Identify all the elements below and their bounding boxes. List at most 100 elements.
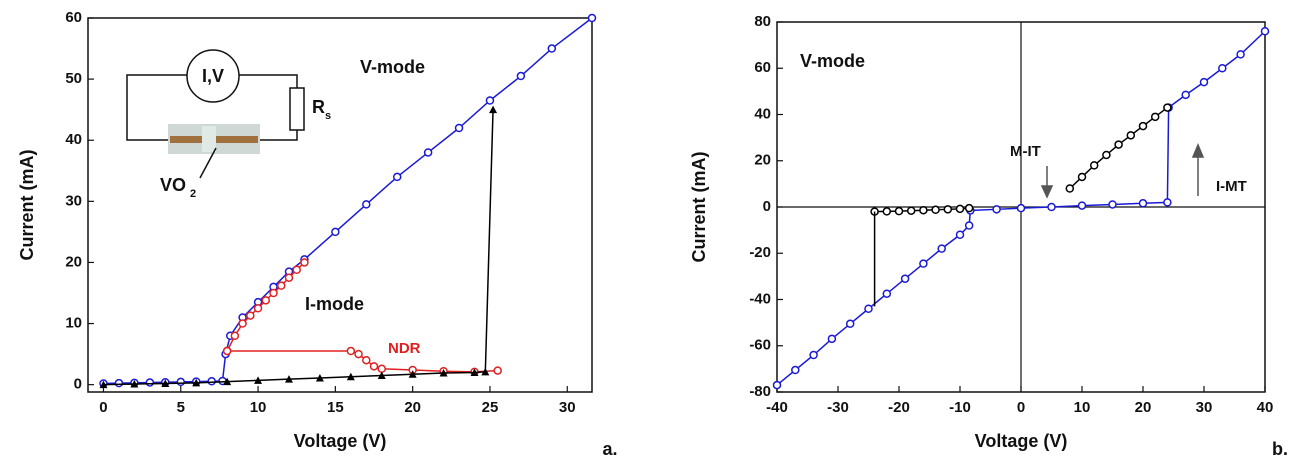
marker <box>964 221 974 230</box>
y-tick-label: 50 <box>65 70 82 87</box>
y-tick-label: 0 <box>74 376 82 393</box>
x-tick-label: 10 <box>1074 399 1091 416</box>
marker <box>882 289 892 298</box>
marker <box>931 205 940 215</box>
marker <box>346 372 355 381</box>
marker <box>845 319 855 329</box>
annotation: I,V <box>202 66 224 86</box>
marker <box>362 355 371 365</box>
marker <box>222 346 232 356</box>
y-tick-label: -40 <box>749 290 771 307</box>
marker <box>919 205 928 215</box>
marker <box>439 369 448 377</box>
marker <box>470 368 479 376</box>
annotation: VO <box>160 175 186 195</box>
y-tick-label: 0 <box>763 198 771 215</box>
annotation: R <box>312 97 325 117</box>
marker <box>392 172 402 182</box>
marker <box>992 205 1001 214</box>
arrow-head <box>1040 185 1054 199</box>
marker <box>485 96 495 105</box>
x-tick-label: 20 <box>404 399 421 416</box>
arrows <box>1040 143 1205 199</box>
y-tick-label: 20 <box>754 152 771 169</box>
marker <box>246 311 255 320</box>
panel-label: b. <box>1272 439 1288 459</box>
y-tick-label: 80 <box>754 13 771 30</box>
x-axis-title: Voltage (V) <box>294 431 387 451</box>
marker <box>964 203 974 213</box>
x-tick-label: 15 <box>327 399 344 416</box>
annotation: 2 <box>190 188 196 200</box>
marker <box>516 71 526 81</box>
annotation: M-IT <box>1010 143 1041 160</box>
annotation: NDR <box>388 340 421 357</box>
marker <box>1236 50 1245 59</box>
y-tick-label: -20 <box>749 244 771 261</box>
arrow-head <box>1191 143 1205 158</box>
marker <box>145 378 155 387</box>
marker <box>900 274 910 283</box>
marker <box>864 304 873 313</box>
marker <box>423 148 433 157</box>
marker <box>346 346 356 356</box>
marker <box>772 380 782 390</box>
marker <box>1181 90 1190 100</box>
x-tick-label: 20 <box>1135 399 1152 416</box>
marker <box>1016 203 1026 213</box>
marker <box>377 364 386 374</box>
marker <box>919 259 928 268</box>
marker <box>454 123 464 133</box>
y-tick-label: 10 <box>65 315 82 332</box>
marker <box>331 227 340 237</box>
marker <box>192 378 201 387</box>
y-tick-label: 20 <box>65 253 82 270</box>
marker <box>1089 161 1099 170</box>
marker <box>408 370 417 378</box>
marker <box>791 365 800 375</box>
marker <box>1108 200 1117 209</box>
pointer <box>199 147 217 179</box>
annotation: s <box>325 110 331 122</box>
y-tick-label: -60 <box>749 337 771 354</box>
x-tick-label: 0 <box>1017 399 1025 416</box>
x-tick-label: -30 <box>827 399 849 416</box>
marker <box>99 380 108 389</box>
x-tick-label: 30 <box>1196 399 1213 416</box>
resistor <box>289 87 305 131</box>
circuit-inset <box>126 49 305 179</box>
series-line <box>226 261 305 352</box>
marker <box>1199 77 1209 87</box>
meter <box>186 49 240 103</box>
x-tick-label: 40 <box>1257 399 1274 416</box>
marker <box>1102 150 1111 160</box>
marker <box>223 377 232 386</box>
marker <box>827 334 837 344</box>
annotation: I-MT <box>1216 178 1247 195</box>
marker <box>254 376 263 384</box>
marker <box>1138 199 1148 208</box>
marker <box>937 244 946 253</box>
marker <box>587 13 597 23</box>
marker <box>230 331 240 341</box>
marker <box>377 371 386 379</box>
y-tick-label: 60 <box>65 9 82 26</box>
marker <box>1138 121 1148 131</box>
marker <box>284 273 294 282</box>
marker <box>1150 112 1160 122</box>
marker <box>1114 140 1123 149</box>
y-tick-label: 40 <box>65 131 82 148</box>
marker <box>315 373 324 382</box>
marker <box>130 380 139 388</box>
marker <box>354 349 363 359</box>
marker <box>277 281 286 290</box>
x-tick-label: 30 <box>559 399 576 416</box>
annotation: V-mode <box>360 57 425 77</box>
marker <box>292 265 301 275</box>
x-tick-label: -10 <box>949 399 971 416</box>
marker <box>253 304 263 313</box>
marker <box>114 378 124 388</box>
marker <box>269 288 278 298</box>
marker <box>943 205 953 214</box>
device-gap <box>202 126 216 152</box>
